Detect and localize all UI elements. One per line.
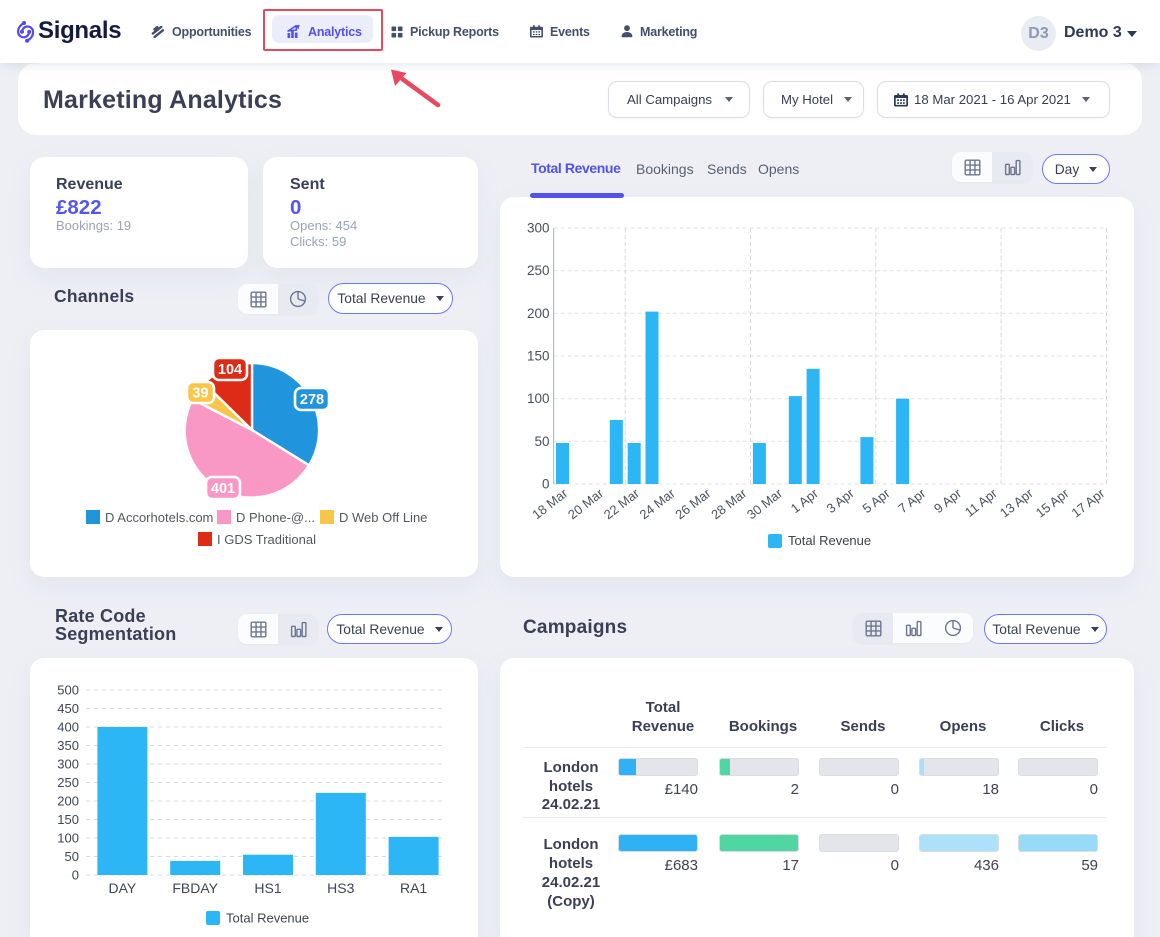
svg-text:300: 300 bbox=[57, 757, 79, 772]
svg-text:200: 200 bbox=[57, 794, 79, 809]
svg-text:200: 200 bbox=[527, 306, 550, 321]
svg-text:D Phone-@...: D Phone-@... bbox=[236, 510, 315, 525]
svg-text:3 Apr: 3 Apr bbox=[824, 485, 858, 516]
svg-text:400: 400 bbox=[57, 720, 79, 735]
svg-text:150: 150 bbox=[57, 812, 79, 827]
svg-text:350: 350 bbox=[57, 738, 79, 753]
svg-text:26 Mar: 26 Mar bbox=[672, 485, 714, 522]
svg-text:39: 39 bbox=[192, 386, 208, 402]
svg-text:0: 0 bbox=[72, 868, 79, 883]
svg-text:RA1: RA1 bbox=[400, 880, 427, 896]
svg-text:FBDAY: FBDAY bbox=[172, 880, 218, 896]
svg-text:13 Apr: 13 Apr bbox=[997, 485, 1036, 520]
svg-text:1 Apr: 1 Apr bbox=[788, 485, 822, 516]
svg-text:5 Apr: 5 Apr bbox=[859, 485, 893, 516]
svg-text:22 Mar: 22 Mar bbox=[601, 485, 643, 522]
svg-text:15 Apr: 15 Apr bbox=[1033, 485, 1072, 520]
svg-text:100: 100 bbox=[57, 831, 79, 846]
svg-text:250: 250 bbox=[527, 263, 550, 278]
svg-text:D Accorhotels.com: D Accorhotels.com bbox=[105, 510, 213, 525]
svg-text:278: 278 bbox=[300, 392, 324, 408]
svg-text:24 Mar: 24 Mar bbox=[637, 485, 679, 522]
svg-text:Total Revenue: Total Revenue bbox=[788, 533, 871, 548]
svg-text:Total Revenue: Total Revenue bbox=[226, 911, 309, 926]
svg-text:50: 50 bbox=[65, 849, 79, 864]
svg-text:11 Apr: 11 Apr bbox=[962, 485, 1001, 520]
svg-text:17 Apr: 17 Apr bbox=[1068, 485, 1107, 520]
svg-text:D Web Off Line: D Web Off Line bbox=[339, 510, 427, 525]
svg-text:18 Mar: 18 Mar bbox=[529, 485, 571, 522]
svg-text:450: 450 bbox=[57, 701, 79, 716]
svg-text:300: 300 bbox=[527, 221, 550, 236]
svg-text:150: 150 bbox=[527, 349, 550, 364]
svg-text:28 Mar: 28 Mar bbox=[708, 485, 750, 522]
svg-text:DAY: DAY bbox=[109, 880, 137, 896]
svg-text:30 Mar: 30 Mar bbox=[744, 485, 786, 522]
svg-text:100: 100 bbox=[527, 391, 550, 406]
svg-text:7 Apr: 7 Apr bbox=[895, 485, 929, 516]
svg-text:I GDS Traditional: I GDS Traditional bbox=[217, 532, 316, 547]
svg-text:0: 0 bbox=[542, 477, 550, 492]
svg-text:50: 50 bbox=[534, 434, 549, 449]
svg-text:500: 500 bbox=[57, 683, 79, 698]
svg-text:250: 250 bbox=[57, 775, 79, 790]
svg-text:HS3: HS3 bbox=[327, 880, 354, 896]
svg-text:104: 104 bbox=[218, 362, 242, 378]
svg-text:HS1: HS1 bbox=[254, 880, 281, 896]
svg-text:401: 401 bbox=[211, 481, 235, 497]
svg-text:20 Mar: 20 Mar bbox=[565, 485, 607, 522]
svg-text:9 Apr: 9 Apr bbox=[931, 485, 965, 516]
